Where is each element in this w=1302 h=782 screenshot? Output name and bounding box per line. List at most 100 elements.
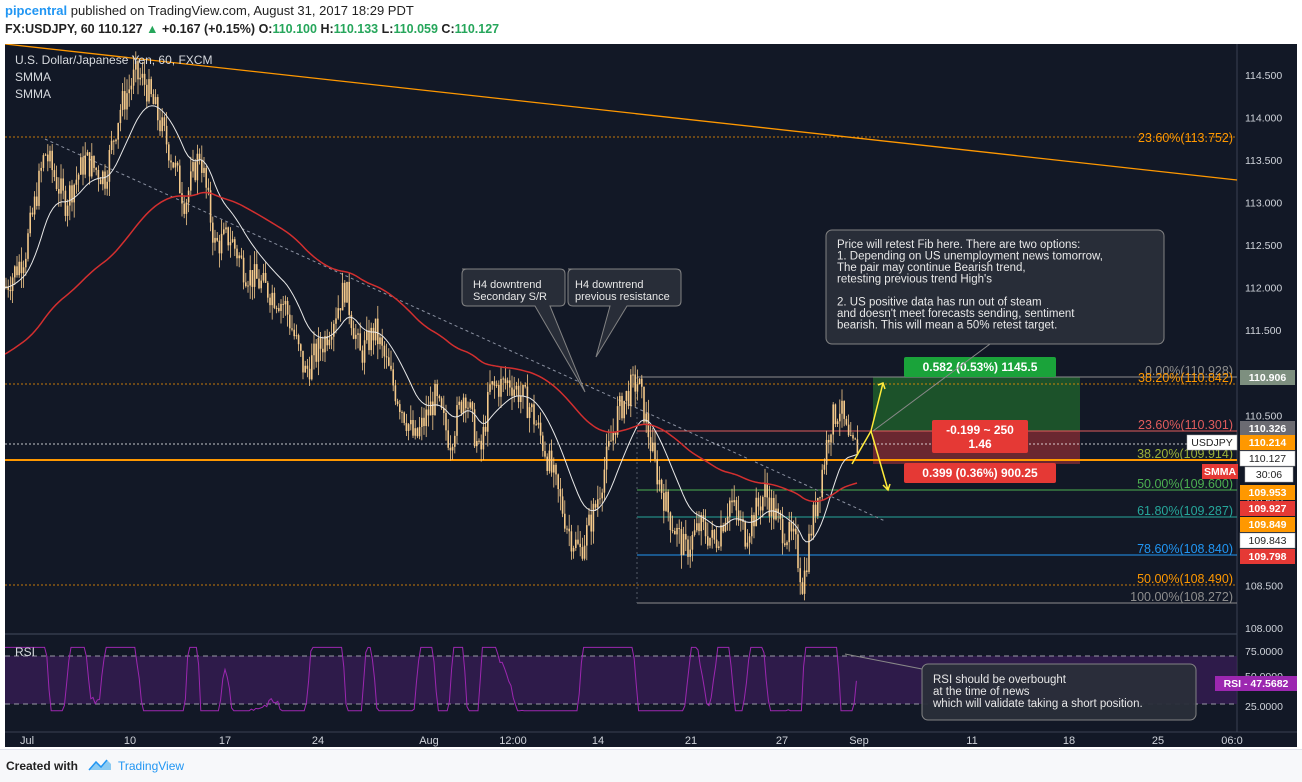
target-label-box[interactable]: [904, 357, 1056, 377]
tradingview-brand-link[interactable]: TradingView: [118, 759, 185, 773]
price-tick-label: 113.500: [1245, 155, 1282, 167]
smma-fast-badge-box: [1240, 435, 1295, 450]
candle-body: [212, 222, 214, 243]
time-tick-label: 11: [966, 735, 977, 747]
candle-body: [746, 542, 749, 547]
candle-body: [278, 308, 280, 311]
candle-body: [786, 542, 788, 546]
candle-body: [834, 404, 837, 425]
candle-body: [284, 300, 287, 305]
candle-body: [623, 400, 625, 419]
chart-svg[interactable]: 0.00%(110.928)38.20%(110.842) 23.60%(110.…: [4, 43, 1297, 747]
candle-body: [669, 512, 672, 531]
stop-label-box[interactable]: [904, 463, 1056, 483]
candle-body: [372, 327, 375, 341]
risk-label-box[interactable]: [932, 420, 1028, 453]
candle-body: [251, 270, 254, 287]
fib-level-label: 23.60%(110.301): [1138, 418, 1233, 432]
candle-body: [383, 345, 386, 357]
candle-body: [520, 395, 522, 403]
candle-body: [812, 504, 815, 536]
risk-reward-label: 1.46: [968, 437, 992, 451]
candle-body: [693, 530, 696, 535]
candle-body: [682, 533, 685, 556]
previous-resistance-callout[interactable]: [567, 268, 682, 358]
publish-info: pipcentral published on TradingView.com,…: [5, 3, 414, 18]
candle-body: [168, 144, 170, 161]
candle-body: [700, 515, 702, 532]
candle-body: [850, 435, 852, 437]
fib-upper-label: 23.60%(113.752): [1138, 131, 1233, 145]
candle-body: [315, 343, 317, 362]
candle-body: [280, 303, 282, 311]
candle-body: [449, 447, 452, 451]
rsi-callout[interactable]: [921, 663, 1197, 721]
candle-body: [374, 318, 377, 341]
chart-area[interactable]: 0.00%(110.928) 38.20%(110.842) 23.60%(110.…: [4, 43, 1297, 747]
candle-body: [379, 337, 381, 345]
candle-body: [845, 418, 848, 425]
candle-body: [702, 515, 705, 522]
candle-body: [337, 308, 339, 319]
fib-618-badge-box: [1239, 532, 1296, 549]
candle-body: [757, 497, 760, 507]
candle-body: [370, 327, 372, 351]
candle-body: [289, 314, 291, 329]
candle-body: [117, 123, 119, 140]
candle-body: [709, 537, 711, 546]
candle-body: [29, 212, 31, 234]
fib-level-label: 100.00%(108.272): [1130, 590, 1233, 604]
candle-body: [119, 109, 122, 124]
candle-body: [225, 227, 227, 230]
footer: Created with TradingView: [0, 749, 1302, 782]
fib-236-badge: 110.326: [1249, 423, 1287, 435]
candle-body: [828, 439, 830, 443]
candle-body: [478, 440, 480, 442]
candle-body: [687, 539, 689, 557]
candle-body: [616, 406, 619, 435]
candle-body: [806, 570, 808, 572]
candle-body: [77, 174, 80, 180]
up-arrow-icon: ▲: [146, 22, 159, 36]
candle-body: [759, 506, 762, 511]
candle-body: [412, 419, 414, 436]
candle-body: [148, 79, 150, 102]
candle-body: [555, 464, 557, 475]
candle-body: [271, 292, 273, 306]
candle-body: [447, 430, 449, 448]
candle-body: [852, 435, 854, 439]
tradingview-logo-icon: [88, 759, 111, 771]
secondary-sr-callout[interactable]: [461, 268, 586, 393]
candle-body: [531, 404, 533, 408]
candle-body: [599, 498, 601, 500]
candle-body: [348, 281, 350, 315]
candle-body: [352, 328, 355, 339]
candle-body: [451, 446, 454, 451]
candle-body: [788, 521, 790, 543]
rsi-callout-line: at the time of news: [933, 686, 1030, 698]
candle-body: [110, 140, 113, 151]
smma-badge: SMMA: [1204, 466, 1236, 478]
main-callout[interactable]: [825, 229, 1165, 345]
candle-body: [737, 510, 740, 521]
candle-body: [403, 412, 405, 423]
candle-body: [630, 374, 632, 407]
candle-body: [652, 442, 654, 452]
candle-body: [790, 521, 793, 532]
candle-body: [473, 409, 476, 447]
candle-body: [751, 515, 753, 537]
author-link[interactable]: pipcentral: [5, 3, 68, 18]
candle-body: [724, 522, 727, 532]
candle-body: [201, 159, 203, 173]
candle-body: [214, 237, 216, 243]
candle-body: [443, 408, 445, 413]
candle-body: [476, 440, 478, 447]
candle-body: [753, 515, 755, 527]
candle-body: [436, 383, 438, 397]
candle-body: [297, 335, 300, 345]
candle-body: [658, 479, 661, 485]
candle-body: [814, 504, 817, 517]
candle-body: [410, 419, 412, 425]
candle-body: [220, 233, 223, 254]
candle-body: [779, 512, 782, 520]
